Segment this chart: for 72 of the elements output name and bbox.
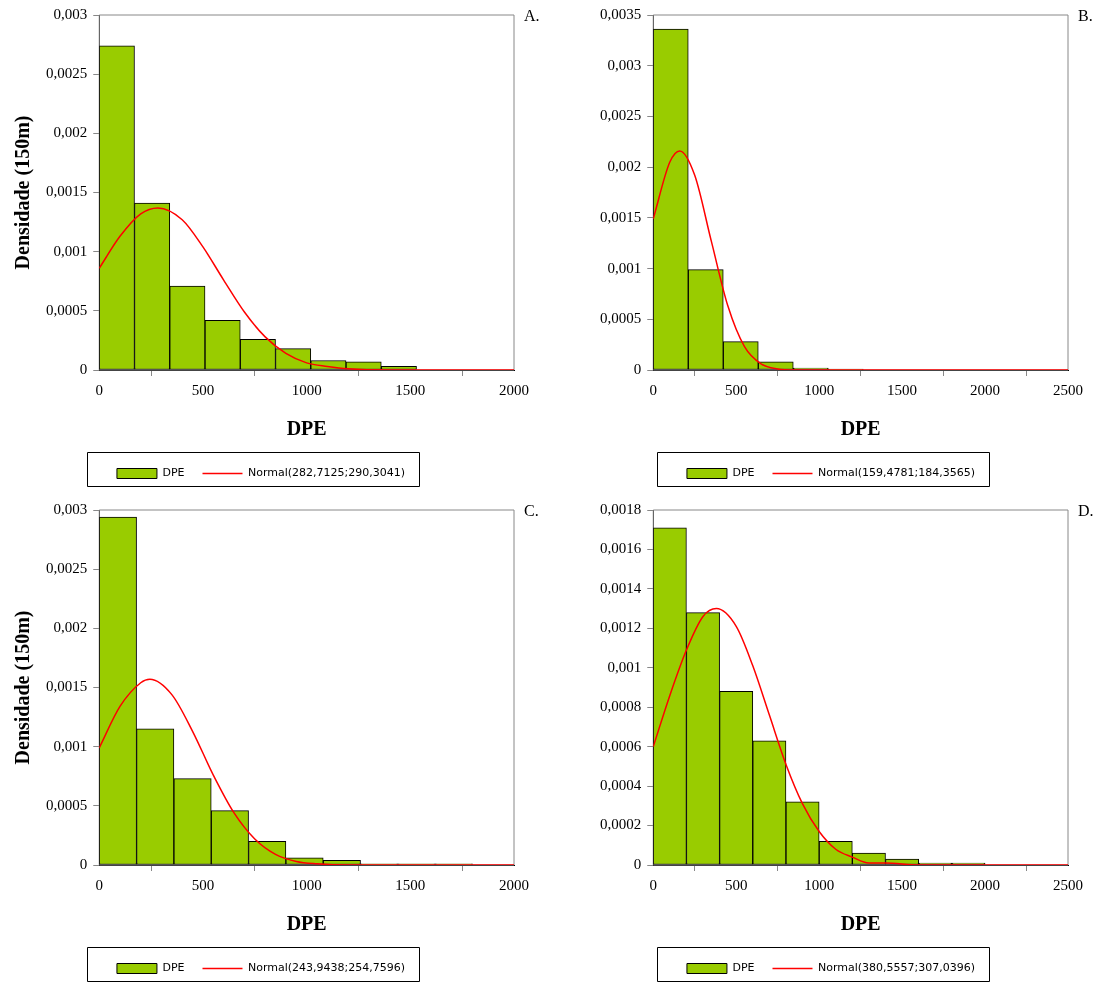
x-tick-label: 1000 — [291, 876, 322, 893]
y-tick-label: 0,002 — [53, 124, 88, 141]
x-tick-label: 0 — [649, 876, 657, 893]
text: D. — [1078, 502, 1094, 520]
legend-label: DPE — [162, 961, 185, 975]
legend-label: Normal(159,4781;184,3565) — [818, 466, 976, 480]
y-tick-label: 0,0025 — [46, 65, 88, 82]
x-tick-label: 2500 — [1053, 876, 1083, 893]
x-tick-label: 1500 — [887, 876, 918, 893]
text: B. — [1078, 7, 1093, 25]
x-tick-label: 1500 — [395, 381, 426, 398]
y-tick-label: 0,0005 — [600, 310, 642, 327]
y-tick-label: 0,003 — [607, 56, 642, 73]
x-tick-label: 1000 — [291, 381, 322, 398]
legend-label: Normal(380,5557;307,0396) — [818, 961, 976, 975]
y-tick-label: 0,0005 — [46, 301, 88, 318]
x-tick-label: 0 — [95, 381, 103, 398]
y-tick-label: 0,0016 — [600, 540, 642, 557]
x-tick-label: 1000 — [804, 876, 835, 893]
x-tick-label: 2000 — [499, 381, 529, 398]
x-tick-label: 2000 — [970, 381, 1001, 398]
x-tick-label: 1500 — [395, 876, 426, 893]
x-tick-label: 2000 — [970, 876, 1001, 893]
x-axis-title: DPE — [286, 417, 327, 440]
x-tick-label: 2500 — [1053, 381, 1083, 398]
y-axis-title: Densidade (150m) — [11, 115, 35, 270]
legend-label: Normal(282,7125;290,3041) — [248, 466, 406, 480]
x-axis-title: DPE — [840, 417, 881, 440]
x-axis-title: DPE — [286, 912, 327, 935]
y-tick-label: 0,0012 — [600, 619, 642, 636]
y-tick-label: 0,001 — [53, 737, 88, 754]
legend-label: DPE — [162, 466, 185, 480]
y-tick-label: 0,0014 — [600, 579, 642, 596]
y-tick-label: 0 — [633, 855, 642, 872]
y-tick-label: 0,0015 — [46, 183, 88, 200]
y-tick-label: 0,0008 — [600, 698, 642, 715]
y-tick-label: 0,003 — [53, 500, 88, 517]
x-tick-label: 500 — [724, 876, 748, 893]
x-tick-label: 1500 — [887, 381, 918, 398]
y-tick-label: 0,0015 — [600, 208, 642, 225]
y-tick-label: 0 — [79, 855, 88, 872]
legend-label: Normal(243,9438;254,7596) — [248, 961, 406, 975]
x-tick-label: 500 — [724, 381, 748, 398]
y-tick-label: 0,002 — [607, 158, 642, 175]
y-tick-label: 0,0025 — [600, 107, 642, 124]
x-tick-label: 500 — [191, 876, 215, 893]
x-tick-label: 0 — [649, 381, 657, 398]
y-tick-label: 0,0015 — [46, 678, 88, 695]
x-tick-label: 1000 — [804, 381, 835, 398]
y-axis-title: Densidade (150m) — [11, 610, 35, 765]
y-tick-label: 0,0005 — [46, 796, 88, 813]
text: A. — [524, 7, 540, 25]
y-tick-label: 0,0018 — [600, 500, 642, 517]
y-tick-label: 0 — [79, 360, 88, 377]
y-tick-label: 0,001 — [607, 259, 642, 276]
y-tick-label: 0,0006 — [600, 737, 642, 754]
y-tick-label: 0 — [633, 360, 642, 377]
x-tick-label: 500 — [191, 381, 215, 398]
y-tick-label: 0,0035 — [600, 5, 642, 22]
y-tick-label: 0,0002 — [600, 816, 642, 833]
x-axis-title: DPE — [840, 912, 881, 935]
y-tick-label: 0,002 — [53, 619, 88, 636]
x-tick-label: 2000 — [499, 876, 529, 893]
x-tick-label: 0 — [95, 876, 103, 893]
legend-label: DPE — [732, 466, 755, 480]
y-tick-label: 0,0025 — [46, 560, 88, 577]
y-tick-label: 0,003 — [53, 5, 88, 22]
text: C. — [524, 502, 539, 520]
legend-label: DPE — [732, 961, 755, 975]
y-tick-label: 0,001 — [53, 242, 88, 259]
y-tick-label: 0,001 — [607, 658, 642, 675]
y-tick-label: 0,0004 — [600, 777, 642, 794]
